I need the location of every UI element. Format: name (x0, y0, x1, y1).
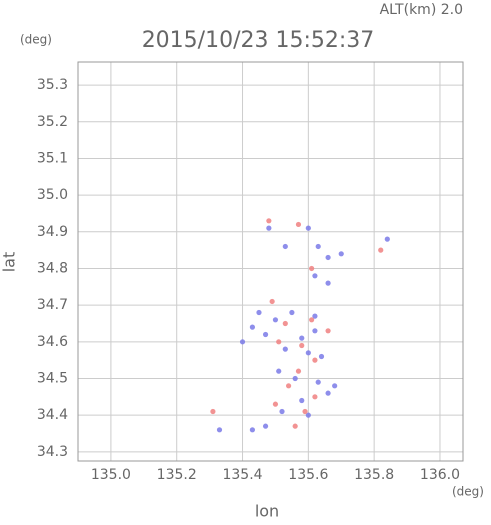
point (325, 390, 331, 396)
point (305, 225, 311, 231)
y-tick-label: 35.0 (37, 187, 68, 203)
point (312, 328, 318, 334)
x-tick-label: 135.4 (222, 467, 262, 483)
point (279, 408, 285, 415)
point (325, 280, 331, 286)
point (299, 397, 305, 404)
point (249, 427, 256, 433)
x-tick-label: 135.8 (354, 467, 394, 483)
point (292, 375, 298, 382)
x-tick-label: 135.6 (288, 467, 328, 483)
point (309, 265, 315, 272)
point (378, 247, 384, 253)
x-axis-label: lon (255, 502, 279, 521)
point (266, 218, 272, 224)
point (285, 383, 292, 389)
point (312, 357, 318, 363)
point (332, 383, 338, 389)
y-tick-label: 35.2 (37, 114, 68, 130)
point (312, 273, 318, 279)
point (276, 368, 282, 374)
y-axis-label: lat (0, 252, 19, 273)
point (315, 379, 321, 385)
point (305, 350, 311, 356)
point (269, 298, 275, 305)
point (282, 320, 288, 327)
point (262, 423, 269, 429)
point (338, 251, 344, 257)
chart-title: 2015/10/23 15:52:37 (142, 28, 375, 53)
point (295, 221, 302, 228)
point (292, 423, 298, 429)
x-tick-label: 136.0 (420, 467, 460, 483)
point (282, 243, 288, 250)
point (312, 313, 318, 319)
plot-frame (77, 61, 464, 462)
point (272, 317, 279, 323)
point (256, 309, 262, 316)
x-tick-label: 135.2 (157, 467, 197, 483)
point (318, 353, 325, 360)
point (312, 394, 318, 400)
point (276, 339, 282, 345)
point (309, 317, 315, 323)
point (272, 401, 279, 407)
y-tick-label: 34.6 (37, 334, 68, 350)
point (262, 331, 269, 338)
point (210, 408, 216, 415)
point (239, 339, 246, 345)
x-tick-label: 135.0 (91, 467, 131, 483)
y-tick-label: 34.8 (37, 260, 68, 276)
y-tick-label: 35.3 (37, 77, 68, 93)
point (305, 412, 311, 418)
point (266, 225, 272, 231)
point (302, 408, 308, 415)
y-tick-label: 34.9 (37, 224, 68, 240)
point (299, 342, 305, 349)
point (299, 335, 305, 341)
point (384, 236, 390, 242)
y-tick-label: 34.5 (37, 370, 68, 386)
y-tick-label: 34.7 (37, 297, 68, 313)
y-tick-label: 34.4 (37, 407, 68, 423)
point (325, 328, 331, 334)
point (295, 368, 302, 374)
point (216, 427, 223, 433)
point (249, 324, 256, 330)
y-tick-label: 35.1 (37, 150, 68, 166)
point (282, 346, 288, 352)
x-unit: (deg) (452, 485, 484, 499)
point (315, 243, 321, 250)
subtitle: ALT(km) 2.0 (380, 2, 463, 18)
y-tick-label: 34.3 (37, 444, 68, 460)
y-unit: (deg) (20, 33, 52, 47)
point (325, 254, 331, 261)
point (289, 309, 295, 316)
